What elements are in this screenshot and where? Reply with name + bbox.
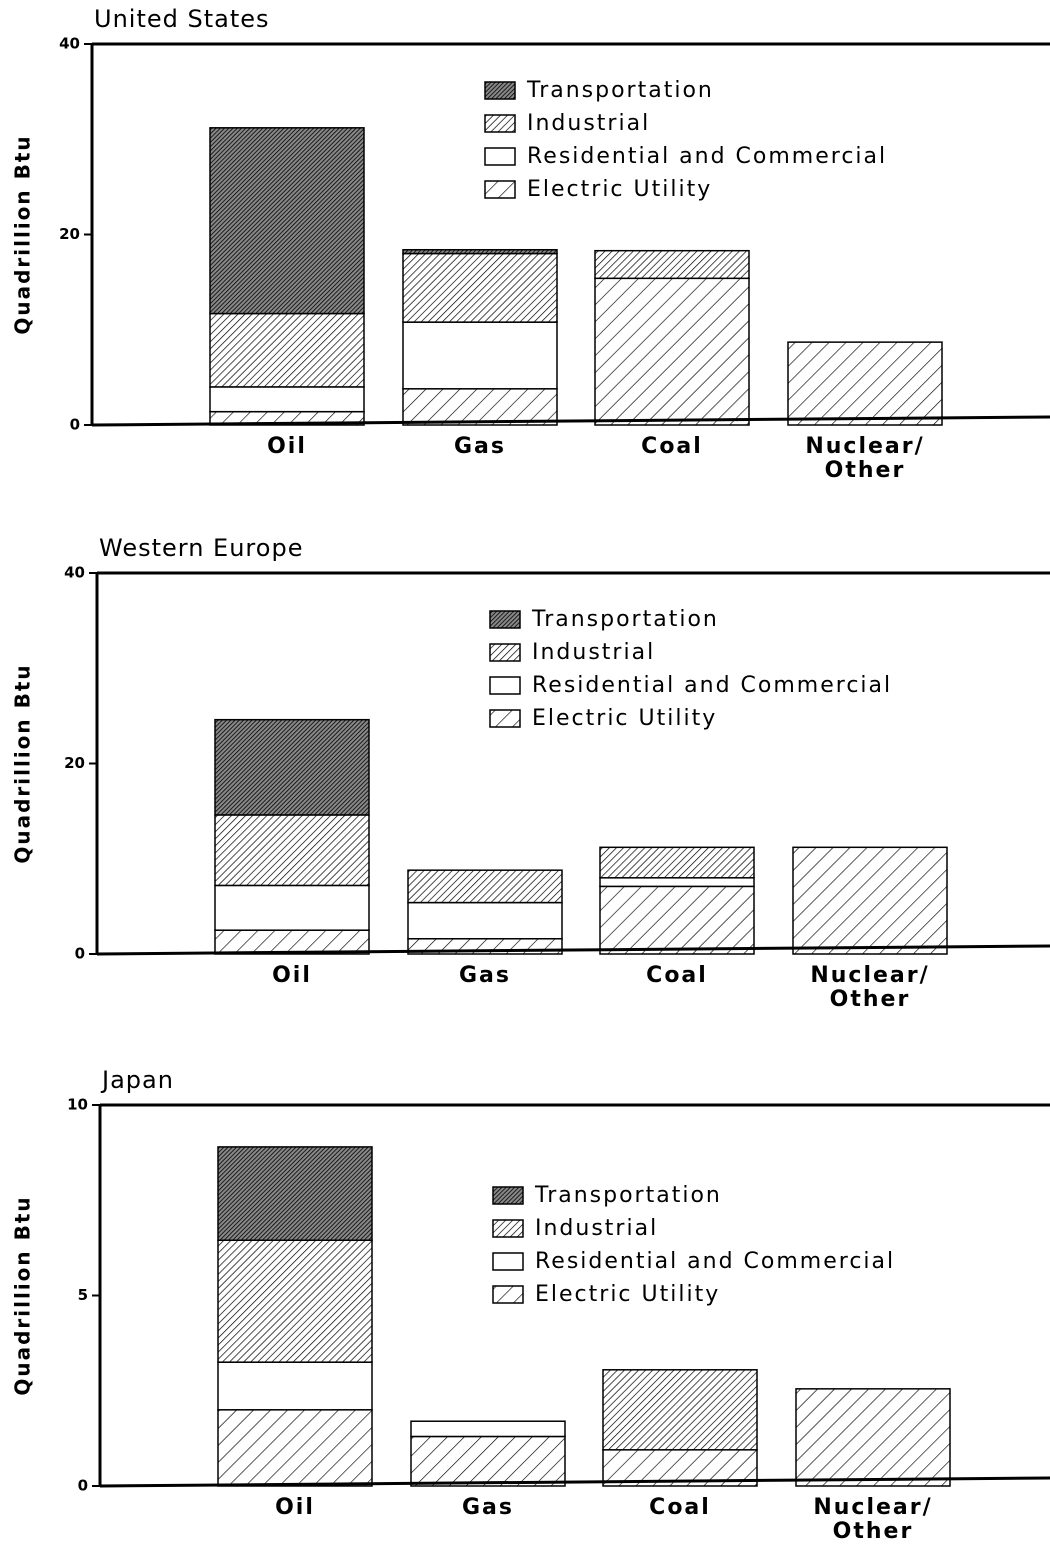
y-tick-label: 5	[78, 1286, 88, 1304]
x-tick-label: Nuclear/ Other	[810, 963, 930, 1012]
y-tick-label: 40	[64, 564, 85, 582]
bar-segment	[209, 127, 365, 315]
x-tick-label: Oil	[272, 963, 312, 988]
bar-segment	[217, 1146, 373, 1242]
legend-swatch	[484, 114, 516, 133]
x-tick-label: Gas	[462, 1495, 514, 1520]
axis	[91, 415, 1050, 427]
legend-swatch	[484, 147, 516, 166]
y-tick-label: 0	[70, 416, 80, 434]
x-tick-label: Nuclear/ Other	[813, 1495, 933, 1544]
y-tick-label: 20	[59, 225, 80, 243]
chart-title: Western Europe	[99, 534, 303, 562]
legend-swatch	[489, 676, 521, 695]
bar-segment	[594, 249, 750, 280]
bar-segment	[402, 388, 558, 426]
axis	[99, 1476, 1050, 1488]
x-tick-label: Oil	[267, 434, 307, 459]
y-tick-label: 0	[78, 1477, 88, 1495]
legend-swatch	[484, 81, 516, 100]
x-tick-label: Oil	[275, 1495, 315, 1520]
bar-segment	[787, 341, 943, 426]
legend-label: Transportation	[531, 607, 719, 632]
legend-swatch	[489, 643, 521, 662]
legend-label: Electric Utility	[535, 1282, 720, 1307]
y-axis-label: Quadrillion Btu	[11, 1195, 35, 1395]
bar-segment	[410, 1420, 566, 1438]
legend-label: Industrial	[527, 111, 650, 136]
y-tick-label: 20	[64, 754, 85, 772]
y-tick-label: 0	[75, 945, 85, 963]
bar-segment	[410, 1435, 566, 1487]
x-tick-label: Coal	[646, 963, 708, 988]
bar-segment	[407, 869, 563, 904]
bar-segment	[209, 386, 365, 413]
bar-segment	[599, 877, 755, 888]
x-tick-label: Nuclear/ Other	[805, 434, 925, 483]
bar-segment	[602, 1369, 758, 1451]
legend-label: Transportation	[526, 78, 714, 103]
x-tick-label: Coal	[649, 1495, 711, 1520]
legend-swatch	[492, 1285, 524, 1304]
bar-segment	[599, 885, 755, 955]
bar-segment	[402, 321, 558, 390]
legend-label: Electric Utility	[527, 177, 712, 202]
legend-label: Industrial	[535, 1216, 658, 1241]
y-axis-label: Quadrillion Btu	[11, 663, 35, 863]
legend-swatch	[492, 1252, 524, 1271]
legend-swatch	[484, 180, 516, 199]
legend-swatch	[492, 1219, 524, 1238]
bar-segment	[209, 312, 365, 388]
y-axis-label: Quadrillion Btu	[11, 134, 35, 334]
bar-segment	[214, 814, 370, 887]
legend-label: Residential and Commercial	[527, 144, 887, 169]
chart-title: Japan	[100, 1066, 174, 1094]
bar-segment	[217, 1409, 373, 1487]
bar-segment	[217, 1239, 373, 1363]
y-tick-label: 40	[59, 35, 80, 53]
y-tick-label: 10	[67, 1096, 88, 1114]
legend-label: Industrial	[532, 640, 655, 665]
x-tick-label: Gas	[459, 963, 511, 988]
legend-label: Electric Utility	[532, 706, 717, 731]
bar-segment	[594, 277, 750, 426]
legend-label: Residential and Commercial	[535, 1249, 895, 1274]
legend-label: Residential and Commercial	[532, 673, 892, 698]
legend-swatch	[489, 709, 521, 728]
bar-segment	[214, 884, 370, 931]
bar-segment	[795, 1388, 951, 1487]
legend-label: Transportation	[534, 1183, 722, 1208]
bar-segment	[402, 248, 558, 255]
bar-segment	[407, 901, 563, 940]
bar-segment	[599, 846, 755, 879]
legend-swatch	[492, 1186, 524, 1205]
bar-segment	[792, 846, 948, 955]
bar-segment	[214, 718, 370, 816]
x-tick-label: Gas	[454, 434, 506, 459]
chart-title: United States	[94, 5, 270, 33]
bar-segment	[217, 1361, 373, 1411]
bar-segment	[402, 252, 558, 323]
axis	[96, 944, 1050, 956]
legend-swatch	[489, 610, 521, 629]
x-tick-label: Coal	[641, 434, 703, 459]
